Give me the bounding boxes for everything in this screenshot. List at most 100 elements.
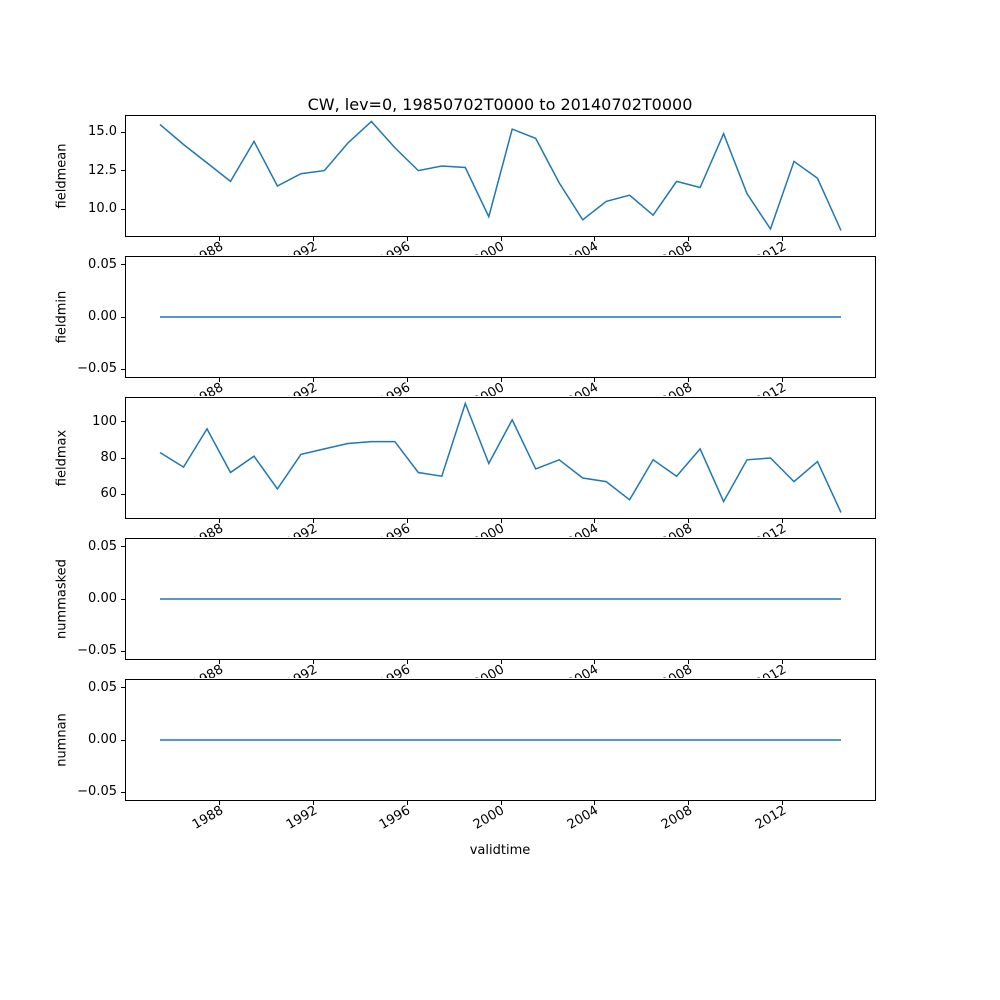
ytick-label: 0.00 xyxy=(88,732,117,747)
xtick-mark xyxy=(312,237,314,241)
xtick-mark xyxy=(312,801,314,805)
xtick-mark xyxy=(406,237,408,241)
xtick-label: 2004 xyxy=(565,803,602,833)
ytick-mark xyxy=(121,208,125,210)
xtick-mark xyxy=(594,378,596,382)
line-series-numnan xyxy=(160,739,841,741)
xtick-label: 2008 xyxy=(659,381,696,396)
figure-title: CW, lev=0, 19850702T0000 to 20140702T000… xyxy=(307,95,693,114)
ytick-mark xyxy=(121,791,125,793)
xtick-label: 1992 xyxy=(283,803,320,833)
ytick-mark xyxy=(121,598,125,600)
xtick-mark xyxy=(688,237,690,241)
xtick-label-row: 1988 1992 1996 2000 2004 2008 2012 xyxy=(125,803,876,840)
xtick-label: 2000 xyxy=(471,240,508,255)
xtick-mark xyxy=(594,519,596,523)
xtick-mark xyxy=(782,660,784,664)
xtick-label: 2008 xyxy=(659,663,696,678)
xtick-label: 2012 xyxy=(753,663,790,678)
xtick-mark xyxy=(500,237,502,241)
xtick-label: 2012 xyxy=(753,522,790,537)
ytick-mark xyxy=(121,316,125,318)
xtick-label: 1988 xyxy=(189,663,226,678)
ytick-mark xyxy=(121,368,125,370)
ytick-label: 10.0 xyxy=(88,201,117,217)
xtick-label: 1992 xyxy=(283,522,320,537)
xtick-label: 1988 xyxy=(189,522,226,537)
xtick-label: 2012 xyxy=(753,240,790,255)
line-series-fieldmean xyxy=(159,120,842,231)
ytick-label: −0.05 xyxy=(77,784,117,800)
xtick-label: 1988 xyxy=(189,803,226,833)
xtick-label: 1996 xyxy=(377,240,414,255)
xtick-label: 1996 xyxy=(377,663,414,678)
xtick-mark xyxy=(218,660,220,664)
xtick-label-row: 1988 1992 1996 2000 2004 2008 2012 xyxy=(125,381,876,396)
ytick-label: 100 xyxy=(92,413,117,429)
xtick-mark xyxy=(312,660,314,664)
ytick-mark xyxy=(121,131,125,133)
xtick-mark xyxy=(594,237,596,241)
ytick-mark xyxy=(121,546,125,548)
xtick-mark xyxy=(218,801,220,805)
ytick-mark xyxy=(121,687,125,689)
xtick-label: 2004 xyxy=(565,381,602,396)
ytick-label: 0.05 xyxy=(88,256,117,272)
xtick-label: 1996 xyxy=(377,803,414,833)
xtick-mark xyxy=(594,801,596,805)
xtick-mark xyxy=(218,378,220,382)
ytick-mark xyxy=(121,170,125,172)
ytick-mark xyxy=(121,457,125,459)
xtick-label: 1988 xyxy=(189,381,226,396)
xtick-mark xyxy=(782,801,784,805)
xtick-mark xyxy=(688,660,690,664)
line-series-nummasked xyxy=(160,598,841,600)
xtick-mark xyxy=(782,237,784,241)
ytick-label: 0.00 xyxy=(88,309,117,324)
xtick-label: 1992 xyxy=(283,240,320,255)
xtick-label: 2000 xyxy=(471,663,508,678)
xtick-label: 2004 xyxy=(565,663,602,678)
ytick-label: 0.05 xyxy=(88,679,117,695)
xtick-mark xyxy=(218,519,220,523)
xtick-label: 2000 xyxy=(471,803,508,833)
x-axis-label: validtime xyxy=(469,843,531,858)
xtick-mark xyxy=(406,378,408,382)
ytick-mark xyxy=(121,739,125,741)
xtick-mark xyxy=(218,237,220,241)
xtick-label: 2004 xyxy=(565,240,602,255)
xtick-label: 1992 xyxy=(283,381,320,396)
xtick-label: 2008 xyxy=(659,240,696,255)
ytick-mark xyxy=(121,264,125,266)
xtick-label-row: 1988 1992 1996 2000 2004 2008 2012 xyxy=(125,663,876,678)
xtick-label: 1992 xyxy=(283,663,320,678)
xtick-mark xyxy=(688,519,690,523)
xtick-mark xyxy=(500,378,502,382)
ytick-label: 0.05 xyxy=(88,538,117,554)
subplot-fieldmax xyxy=(125,397,876,519)
ytick-mark xyxy=(121,421,125,423)
xtick-mark xyxy=(782,519,784,523)
xtick-label: 2008 xyxy=(659,522,696,537)
xtick-mark xyxy=(500,519,502,523)
ytick-label: 0.00 xyxy=(88,591,117,606)
xtick-mark xyxy=(688,801,690,805)
xtick-label: 2008 xyxy=(659,803,696,833)
xtick-label: 1996 xyxy=(377,522,414,537)
xtick-mark xyxy=(312,519,314,523)
ytick-label: −0.05 xyxy=(77,643,117,659)
xtick-label: 2012 xyxy=(753,803,790,833)
ytick-label: 80 xyxy=(100,450,117,465)
subplot-fieldmin xyxy=(125,256,876,378)
ytick-label: −0.05 xyxy=(77,361,117,377)
ytick-label: 12.5 xyxy=(88,162,117,178)
xtick-mark xyxy=(406,519,408,523)
xtick-mark xyxy=(312,378,314,382)
xtick-mark xyxy=(406,801,408,805)
line-series-fieldmax xyxy=(159,401,842,513)
xtick-mark xyxy=(500,801,502,805)
ytick-mark xyxy=(121,493,125,495)
xtick-label: 2004 xyxy=(565,522,602,537)
subplot-fieldmean xyxy=(125,115,876,237)
